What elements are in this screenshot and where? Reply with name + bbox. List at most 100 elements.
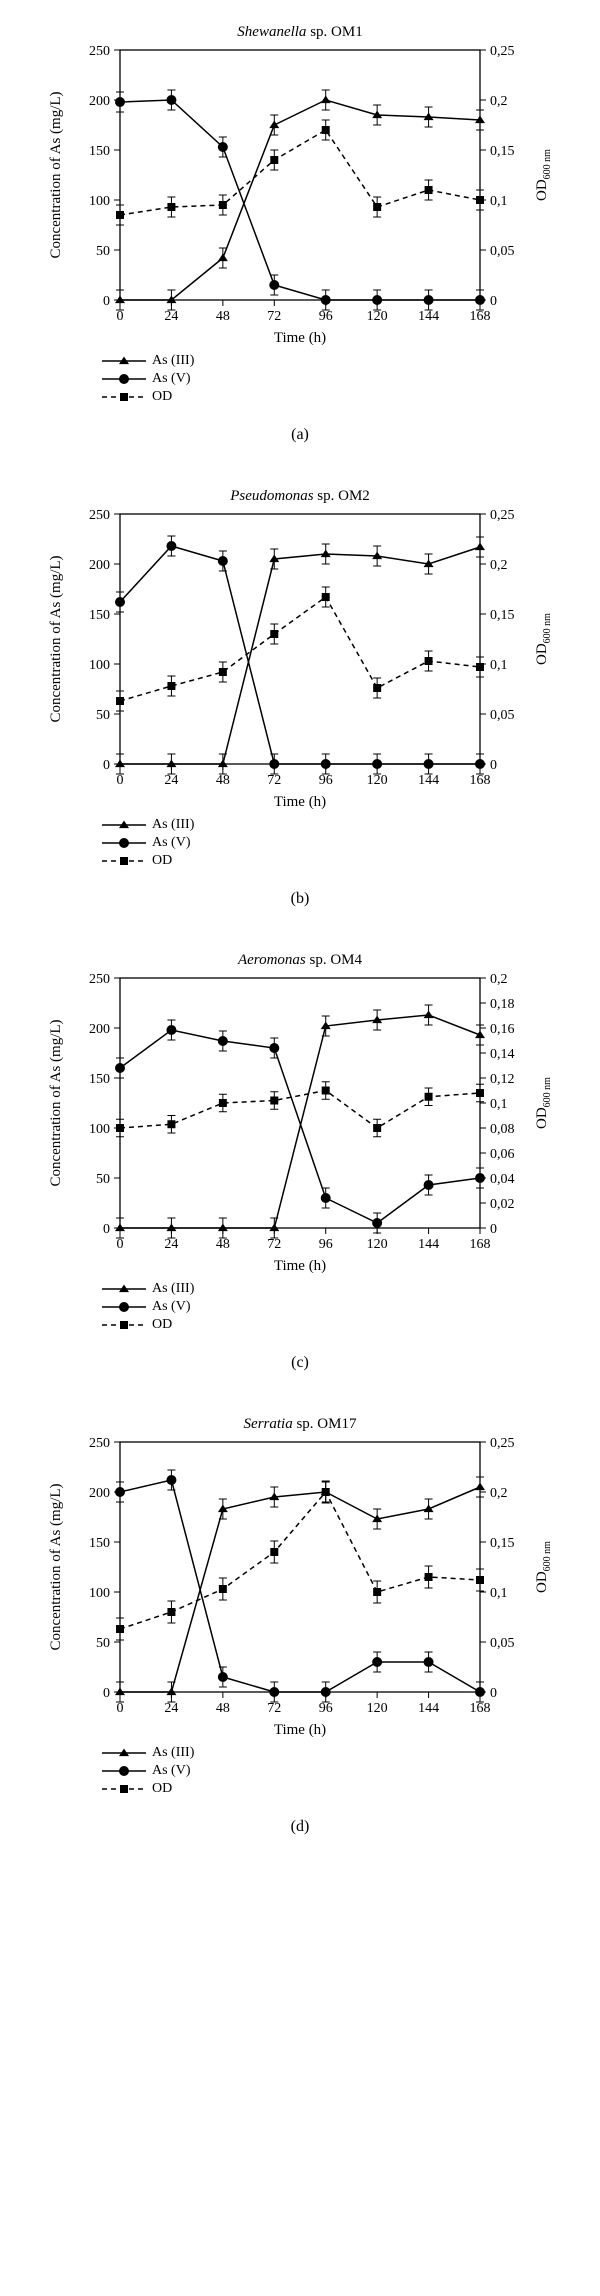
- legend-as5-label: As (V): [152, 370, 191, 388]
- svg-text:0,1: 0,1: [490, 1097, 508, 1112]
- svg-text:168: 168: [470, 309, 491, 324]
- svg-text:250: 250: [89, 1436, 110, 1451]
- svg-text:OD600 nm: OD600 nm: [534, 1077, 553, 1129]
- svg-text:OD600 nm: OD600 nm: [534, 149, 553, 201]
- legend: As (III) As (V) OD: [100, 1744, 590, 1798]
- legend-as3-label: As (III): [152, 1280, 194, 1298]
- svg-text:0,15: 0,15: [490, 144, 515, 159]
- svg-text:96: 96: [319, 1237, 333, 1252]
- svg-text:0,16: 0,16: [490, 1022, 515, 1037]
- svg-text:0: 0: [490, 1686, 497, 1701]
- svg-text:168: 168: [470, 1237, 491, 1252]
- svg-text:150: 150: [89, 144, 110, 159]
- svg-text:120: 120: [367, 1237, 388, 1252]
- svg-text:Time (h): Time (h): [274, 330, 326, 346]
- svg-text:50: 50: [96, 1636, 110, 1651]
- svg-text:96: 96: [319, 773, 333, 788]
- svg-text:0,2: 0,2: [490, 94, 508, 109]
- svg-text:0,25: 0,25: [490, 44, 515, 59]
- legend: As (III) As (V) OD: [100, 1280, 590, 1334]
- svg-text:0: 0: [117, 1701, 124, 1716]
- svg-text:0,12: 0,12: [490, 1072, 515, 1087]
- svg-text:200: 200: [89, 1486, 110, 1501]
- svg-text:Aeromonas sp. OM4: Aeromonas sp. OM4: [237, 952, 363, 968]
- panel: 02448729612014416805010015020025000,050,…: [10, 484, 590, 908]
- svg-text:250: 250: [89, 972, 110, 987]
- legend: As (III) As (V) OD: [100, 816, 590, 870]
- panel: 02448729612014416805010015020025000,050,…: [10, 1412, 590, 1836]
- legend-as3: As (III): [100, 1744, 590, 1762]
- svg-text:100: 100: [89, 1586, 110, 1601]
- legend-as3: As (III): [100, 352, 590, 370]
- svg-text:0,25: 0,25: [490, 1436, 515, 1451]
- svg-text:72: 72: [267, 309, 281, 324]
- legend: As (III) As (V) OD: [100, 352, 590, 406]
- svg-text:0,05: 0,05: [490, 708, 515, 723]
- svg-text:Shewanella sp. OM1: Shewanella sp. OM1: [237, 24, 362, 40]
- svg-text:50: 50: [96, 244, 110, 259]
- svg-text:120: 120: [367, 1701, 388, 1716]
- svg-text:Concentration of As (mg/L): Concentration of As (mg/L): [48, 1483, 64, 1650]
- panel-id: (b): [10, 890, 590, 908]
- legend-od: OD: [100, 388, 590, 406]
- svg-text:144: 144: [418, 1701, 439, 1716]
- legend-as5: As (V): [100, 1298, 590, 1316]
- svg-text:0,25: 0,25: [490, 508, 515, 523]
- panel-id: (d): [10, 1818, 590, 1836]
- legend-as3: As (III): [100, 1280, 590, 1298]
- svg-text:250: 250: [89, 508, 110, 523]
- svg-text:0: 0: [490, 758, 497, 773]
- svg-text:0,05: 0,05: [490, 244, 515, 259]
- svg-text:Concentration of As (mg/L): Concentration of As (mg/L): [48, 555, 64, 722]
- svg-text:0: 0: [103, 294, 110, 309]
- chart-svg: 02448729612014416805010015020025000,020,…: [40, 948, 560, 1278]
- legend-as3-label: As (III): [152, 816, 194, 834]
- svg-text:Time (h): Time (h): [274, 1722, 326, 1738]
- svg-text:0,05: 0,05: [490, 1636, 515, 1651]
- svg-text:0: 0: [103, 1222, 110, 1237]
- svg-text:72: 72: [267, 773, 281, 788]
- svg-text:96: 96: [319, 1701, 333, 1716]
- svg-text:24: 24: [164, 309, 178, 324]
- svg-text:24: 24: [164, 1237, 178, 1252]
- svg-text:120: 120: [367, 773, 388, 788]
- svg-text:200: 200: [89, 94, 110, 109]
- svg-text:100: 100: [89, 658, 110, 673]
- svg-text:0: 0: [103, 1686, 110, 1701]
- svg-text:0,15: 0,15: [490, 608, 515, 623]
- legend-as3: As (III): [100, 816, 590, 834]
- legend-od: OD: [100, 852, 590, 870]
- svg-text:48: 48: [216, 773, 230, 788]
- svg-text:0,2: 0,2: [490, 1486, 508, 1501]
- legend-od: OD: [100, 1780, 590, 1798]
- svg-text:150: 150: [89, 1536, 110, 1551]
- svg-text:OD600 nm: OD600 nm: [534, 1541, 553, 1593]
- svg-text:200: 200: [89, 558, 110, 573]
- legend-as5-label: As (V): [152, 1762, 191, 1780]
- svg-text:0: 0: [117, 1237, 124, 1252]
- legend-as3-label: As (III): [152, 352, 194, 370]
- svg-text:144: 144: [418, 309, 439, 324]
- svg-text:0,1: 0,1: [490, 194, 508, 209]
- svg-text:120: 120: [367, 309, 388, 324]
- svg-text:Time (h): Time (h): [274, 1258, 326, 1274]
- svg-text:48: 48: [216, 1237, 230, 1252]
- svg-text:0: 0: [117, 309, 124, 324]
- legend-od-label: OD: [152, 1780, 172, 1798]
- svg-text:Time (h): Time (h): [274, 794, 326, 810]
- svg-text:0: 0: [490, 1222, 497, 1237]
- svg-text:Pseudomonas sp. OM2: Pseudomonas sp. OM2: [229, 488, 370, 504]
- svg-text:0,04: 0,04: [490, 1172, 515, 1187]
- legend-od-label: OD: [152, 388, 172, 406]
- svg-text:72: 72: [267, 1237, 281, 1252]
- svg-text:168: 168: [470, 1701, 491, 1716]
- legend-as3-label: As (III): [152, 1744, 194, 1762]
- legend-as5: As (V): [100, 834, 590, 852]
- panel-id: (c): [10, 1354, 590, 1372]
- svg-text:0: 0: [117, 773, 124, 788]
- svg-text:0,08: 0,08: [490, 1122, 515, 1137]
- svg-text:0,1: 0,1: [490, 658, 508, 673]
- svg-text:100: 100: [89, 1122, 110, 1137]
- svg-text:0,2: 0,2: [490, 972, 508, 987]
- svg-text:OD600 nm: OD600 nm: [534, 613, 553, 665]
